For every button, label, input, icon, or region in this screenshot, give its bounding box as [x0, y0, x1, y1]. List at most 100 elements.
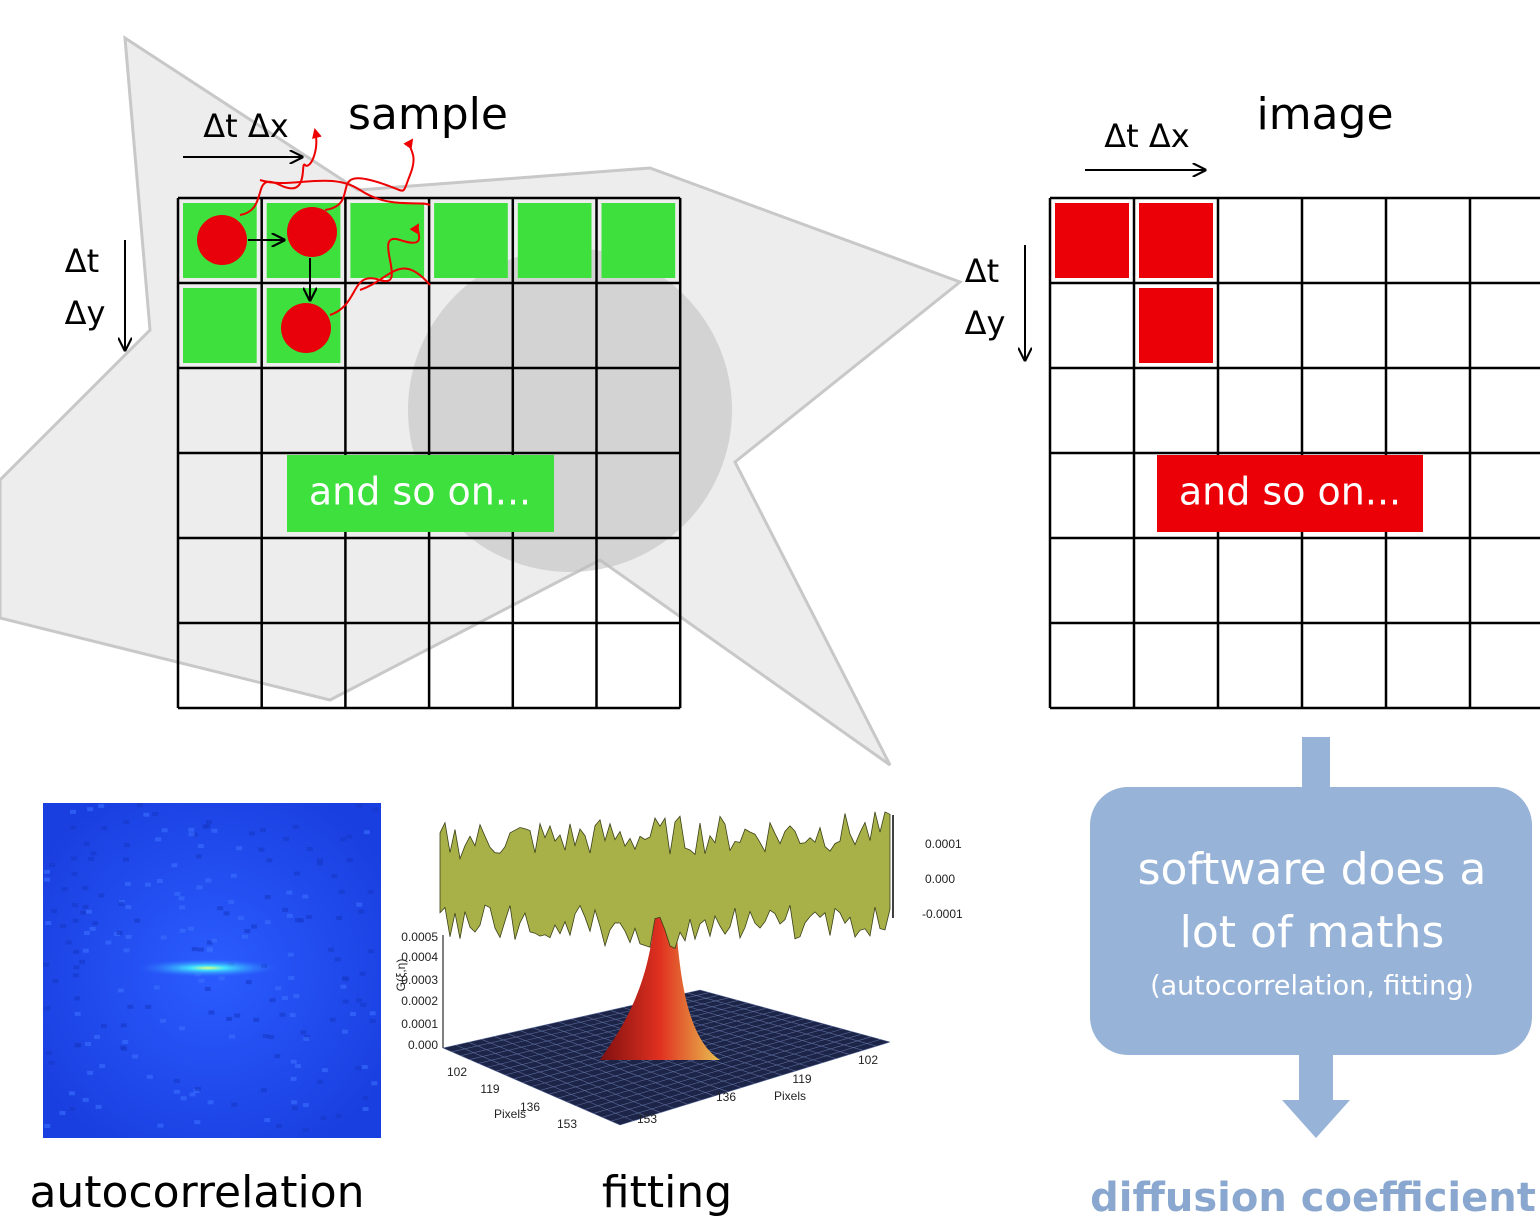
speckle: [71, 872, 77, 876]
speckle: [350, 1012, 356, 1016]
speckle: [188, 828, 194, 832]
speckle: [246, 980, 252, 984]
speckle: [119, 902, 125, 906]
speckle: [70, 825, 76, 829]
speckle: [205, 987, 211, 991]
colorbar-tick: 0.0001: [925, 837, 962, 851]
speckle: [123, 820, 129, 824]
speckle: [303, 1037, 309, 1041]
pixel-fill: [518, 203, 592, 278]
speckle: [98, 804, 104, 808]
step-label: Δt: [965, 252, 999, 290]
speckle: [43, 963, 49, 967]
speckle: [275, 986, 281, 990]
speckle: [171, 863, 177, 867]
speckle: [98, 893, 104, 897]
speckle: [368, 949, 374, 953]
speckle: [356, 903, 362, 907]
speckle: [362, 1065, 368, 1069]
speckle: [300, 1030, 306, 1034]
step-label: Δt: [65, 242, 99, 280]
speckle: [340, 837, 346, 841]
z-label: G(ξ,η): [394, 959, 408, 992]
speckle: [302, 895, 308, 899]
speckle: [195, 1087, 201, 1091]
speckle: [124, 948, 130, 952]
speckle: [83, 905, 89, 909]
speckle: [134, 919, 140, 923]
speckle: [90, 927, 96, 931]
speckle: [69, 1107, 75, 1111]
speckle: [123, 858, 129, 862]
molecule: [197, 215, 247, 265]
speckle: [368, 890, 374, 894]
speckle: [157, 1124, 163, 1128]
speckle: [242, 935, 248, 939]
speckle: [207, 948, 213, 952]
speckle: [88, 857, 94, 861]
speckle: [181, 1096, 187, 1100]
speckle: [85, 1042, 91, 1046]
speckle: [322, 1068, 328, 1072]
speckle: [174, 892, 180, 896]
speckle: [202, 825, 208, 829]
speckle: [124, 843, 130, 847]
speckle: [258, 848, 264, 852]
flow-arrow: [1282, 1055, 1350, 1138]
y-tick: 119: [792, 1072, 811, 1086]
speckle: [145, 1005, 151, 1009]
speckle: [84, 931, 90, 935]
speckle: [105, 941, 111, 945]
box-text: lot of maths: [1180, 907, 1445, 958]
speckle: [49, 1061, 55, 1065]
speckle: [101, 1024, 107, 1028]
colorbar-tick: -0.0001: [922, 907, 963, 921]
speckle: [274, 1054, 280, 1058]
speckle: [260, 828, 266, 832]
speckle: [328, 948, 334, 952]
speckle: [340, 985, 346, 989]
speckle: [72, 903, 78, 907]
speckle: [231, 1103, 237, 1107]
speckle: [231, 874, 237, 878]
speckle: [154, 986, 160, 990]
speckle: [208, 1100, 214, 1104]
y-tick: 153: [637, 1112, 657, 1126]
speckle: [330, 1018, 336, 1022]
pixel-fill: [434, 203, 508, 278]
speckle: [331, 874, 337, 878]
speckle: [286, 890, 292, 894]
speckle: [303, 1103, 309, 1107]
speckle: [229, 1035, 235, 1039]
speckle: [192, 947, 198, 951]
pixel-fill: [350, 203, 424, 278]
speckle: [356, 804, 362, 808]
step-label: Δy: [965, 304, 1006, 342]
speckle: [343, 977, 349, 981]
caption: fitting: [602, 1167, 732, 1218]
speckle: [179, 1026, 185, 1030]
speckle: [174, 1090, 180, 1094]
correlation-peak: [138, 959, 278, 977]
speckle: [268, 1035, 274, 1039]
speckle: [157, 879, 163, 883]
speckle: [179, 905, 185, 909]
speckle: [44, 870, 50, 874]
flow-arrow: [1302, 737, 1330, 789]
speckle: [360, 1003, 366, 1007]
speckle: [125, 882, 131, 886]
speckle: [82, 886, 88, 890]
speckle: [194, 1120, 200, 1124]
speckle: [90, 851, 96, 855]
pixel-fill: [1139, 203, 1213, 278]
speckle: [276, 1124, 282, 1128]
speckle: [205, 878, 211, 882]
speckle: [162, 828, 168, 832]
speckle: [294, 871, 300, 875]
speckle: [145, 883, 151, 887]
surface-noise: [440, 812, 890, 949]
speckle: [293, 994, 299, 998]
speckle: [291, 1077, 297, 1081]
speckle: [238, 916, 244, 920]
molecule: [287, 207, 337, 257]
